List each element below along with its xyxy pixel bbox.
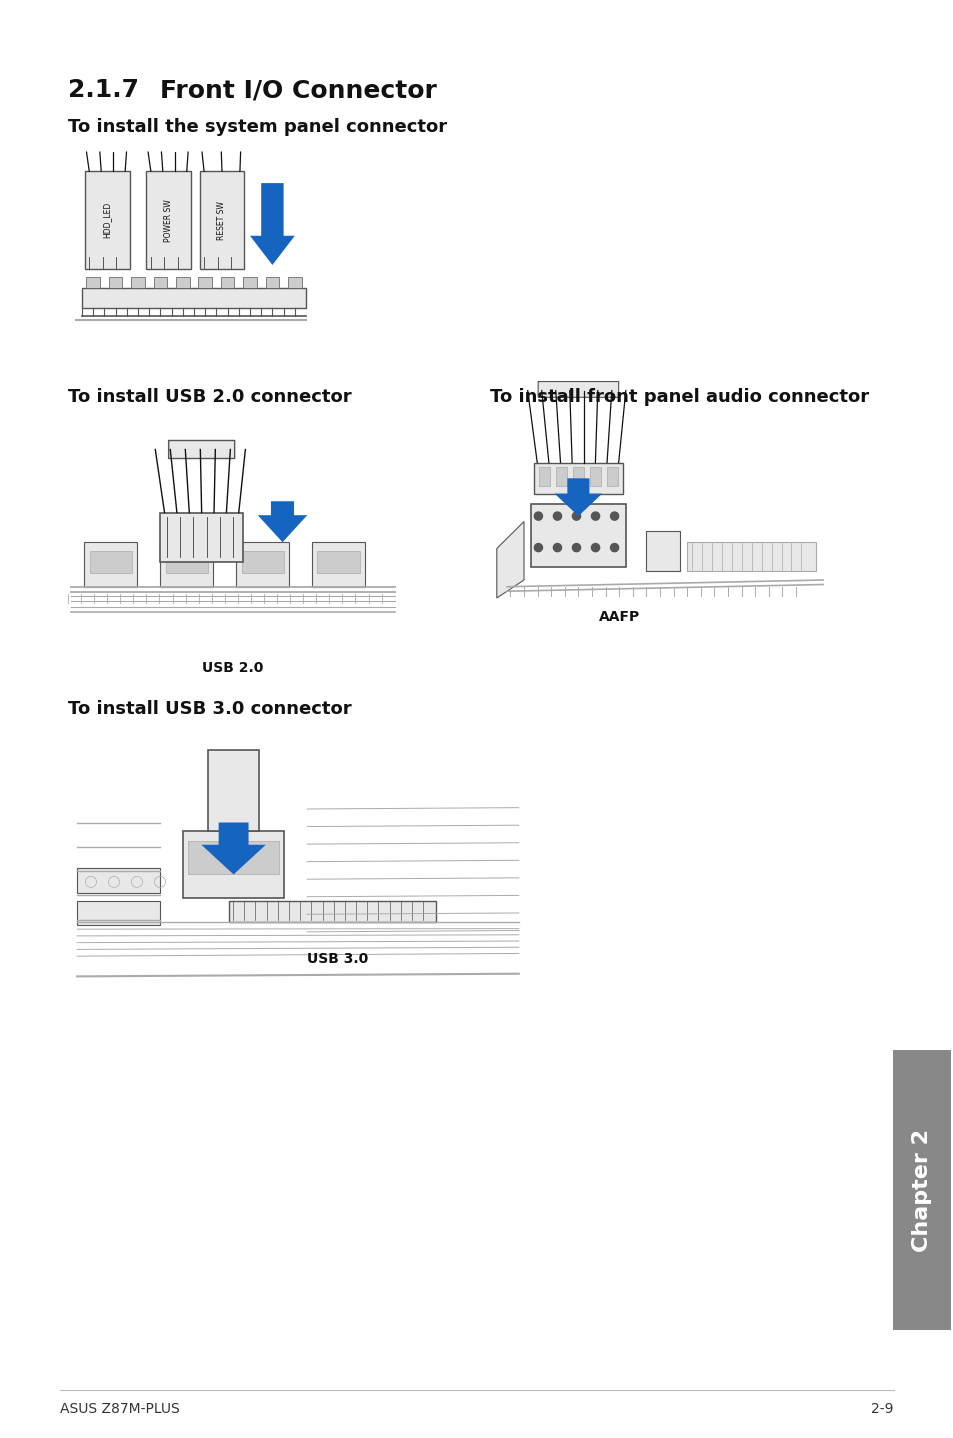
Bar [533, 463, 622, 495]
Bar [183, 831, 284, 899]
Bar [573, 467, 583, 486]
Bar [530, 503, 625, 567]
Text: HDD_LED: HDD_LED [103, 201, 112, 239]
Circle shape [610, 512, 618, 521]
Bar [90, 551, 132, 574]
Bar [241, 551, 284, 574]
Bar [606, 467, 618, 486]
Circle shape [553, 512, 561, 521]
Circle shape [591, 512, 599, 521]
Bar [199, 171, 244, 269]
Text: To install front panel audio connector: To install front panel audio connector [490, 388, 868, 406]
Bar [312, 542, 365, 587]
Bar [198, 276, 212, 289]
Text: USB 2.0: USB 2.0 [202, 661, 263, 674]
Text: POWER SW: POWER SW [164, 198, 173, 242]
Polygon shape [554, 479, 601, 516]
Polygon shape [497, 522, 523, 598]
Bar [85, 542, 137, 587]
Text: To install USB 3.0 connector: To install USB 3.0 connector [68, 700, 352, 718]
Bar [208, 749, 258, 831]
Bar [221, 276, 234, 289]
Bar [188, 841, 279, 874]
Circle shape [534, 512, 542, 521]
Bar [176, 276, 190, 289]
Text: 2-9: 2-9 [871, 1402, 893, 1416]
Bar [892, 1050, 950, 1330]
Text: To install the system panel connector: To install the system panel connector [68, 118, 447, 137]
Circle shape [572, 512, 580, 521]
Bar [132, 276, 145, 289]
Circle shape [534, 544, 542, 552]
Bar [229, 900, 436, 922]
Text: 2.1.7: 2.1.7 [68, 78, 139, 102]
FancyBboxPatch shape [537, 381, 618, 397]
Bar [109, 276, 122, 289]
Bar [85, 171, 130, 269]
Bar [146, 171, 191, 269]
Bar [556, 467, 566, 486]
Text: Front I/O Connector: Front I/O Connector [160, 78, 436, 102]
Bar [160, 542, 213, 587]
Bar [265, 276, 279, 289]
Text: AAFP: AAFP [598, 610, 639, 624]
Bar [153, 276, 167, 289]
Text: Chapter 2: Chapter 2 [911, 1129, 931, 1251]
Circle shape [610, 544, 618, 552]
Bar [87, 276, 100, 289]
Bar [82, 289, 306, 308]
Text: To install USB 2.0 connector: To install USB 2.0 connector [68, 388, 352, 406]
Bar [288, 276, 301, 289]
Circle shape [591, 544, 599, 552]
Polygon shape [250, 183, 294, 265]
Circle shape [572, 544, 580, 552]
Bar [77, 869, 160, 893]
Bar [646, 531, 679, 571]
Text: RESET SW: RESET SW [217, 201, 226, 240]
Bar [77, 900, 160, 925]
Text: USB 3.0: USB 3.0 [307, 952, 368, 966]
Bar [589, 467, 600, 486]
Polygon shape [257, 502, 307, 542]
Polygon shape [201, 823, 266, 874]
Bar [166, 551, 208, 574]
FancyBboxPatch shape [169, 440, 234, 459]
Circle shape [553, 544, 561, 552]
Bar [686, 542, 816, 571]
Bar [243, 276, 256, 289]
Bar [317, 551, 359, 574]
Bar [236, 542, 289, 587]
Text: ASUS Z87M-PLUS: ASUS Z87M-PLUS [60, 1402, 179, 1416]
Bar [160, 512, 243, 562]
Bar [538, 467, 549, 486]
